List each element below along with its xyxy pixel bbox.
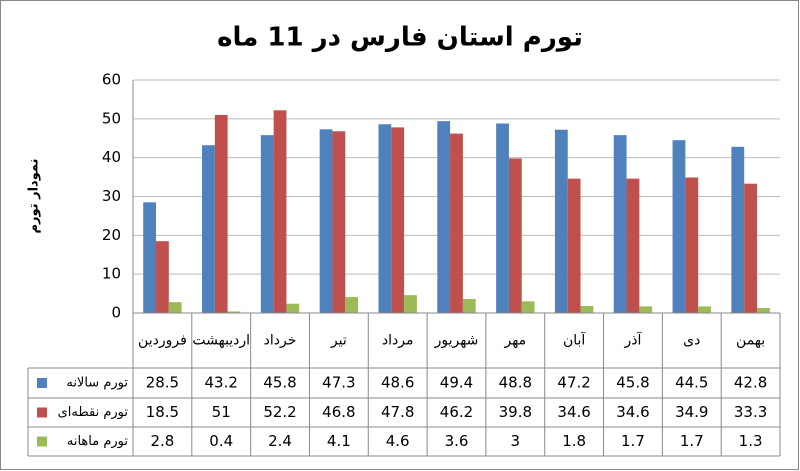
x-tick-label: بهمن [736,333,765,349]
legend-label: تورم ماهانه [67,434,129,449]
legend-label: تورم نقطه‌ای [58,405,129,420]
table-value: 2.4 [268,432,292,450]
bar [202,145,215,313]
table-value: 46.8 [322,403,355,421]
x-tick-label: مرداد [382,333,414,349]
table-value: 42.8 [734,374,767,392]
bar [378,124,392,314]
table-value: 45.8 [616,374,649,392]
bar [227,311,241,313]
legend-key [37,436,47,447]
bar [554,129,568,313]
x-tick-label: آذر [624,332,643,349]
x-tick-label: آبان [563,332,586,349]
y-tick-label: 60 [102,71,121,89]
x-tick-label: اردیبهشت [192,333,250,349]
y-tick-label: 20 [102,226,121,244]
table-value: 2.8 [150,432,174,450]
bar [319,129,333,313]
table-value: 4.1 [327,432,351,450]
table-value: 1.8 [562,432,586,450]
bar [462,299,476,313]
table-value: 47.3 [322,374,355,392]
bar [168,302,182,313]
x-tick-label: مهر [503,333,526,349]
table-value: 1.3 [739,432,763,450]
table-value: 47.8 [381,403,414,421]
bar [345,297,359,313]
bar [626,178,640,313]
bar [391,127,405,313]
x-tick-label: شهریور [434,333,479,349]
chart-title: تورم استان فارس در 11 ماه [217,23,583,53]
table-value: 46.2 [440,403,473,421]
x-tick-label: دی [683,333,700,349]
x-tick-label: خرداد [264,333,297,349]
bar [404,295,417,313]
y-axis-title: نمودار تورم [27,159,42,234]
bar [143,202,157,313]
table-value: 1.7 [621,432,645,450]
bar [521,301,535,313]
bar [450,133,463,313]
y-tick-label: 40 [102,148,121,166]
table-value: 43.2 [205,374,238,392]
y-tick-label: 0 [111,304,121,322]
table-value: 4.6 [386,432,410,450]
bar [672,140,686,313]
x-tick-label: تیر [330,333,347,349]
bar [156,241,169,313]
bar [437,121,451,313]
bar [496,123,509,313]
y-tick-label: 30 [102,187,121,205]
bar [332,131,346,313]
table-value: 48.8 [499,374,532,392]
table-value: 28.5 [146,374,179,392]
legend-key [37,378,47,388]
bar [286,303,300,313]
bar [613,135,627,313]
table-value: 34.6 [616,403,649,421]
table-value: 47.2 [557,374,590,392]
bar [685,177,699,313]
bar [508,158,522,313]
table-value: 44.5 [675,374,708,392]
table-value: 45.8 [263,374,296,392]
table-value: 49.4 [440,374,473,392]
table-value: 18.5 [146,403,179,421]
table-value: 34.6 [557,403,590,421]
table-value: 52.2 [263,403,296,421]
table-value: 3 [511,432,521,450]
bar [698,306,711,313]
legend-label: تورم سالانه [66,376,128,391]
y-tick-label: 10 [102,265,121,283]
bar [756,307,770,313]
bar [567,178,581,313]
bar [731,146,745,313]
table-value: 51 [212,403,231,421]
table-value: 0.4 [209,432,233,450]
bar [260,135,274,313]
y-tick-label: 50 [102,109,121,127]
table-value: 39.8 [499,403,532,421]
bar [580,306,594,313]
bar [639,306,653,313]
legend-key [37,407,47,418]
table-value: 1.7 [680,432,704,450]
bar [273,110,287,313]
bar [214,114,228,313]
table-value: 34.9 [675,403,708,421]
x-tick-label: فروردین [138,333,187,349]
table-value: 48.6 [381,374,414,392]
bar [744,183,757,313]
table-value: 33.3 [734,403,767,421]
table-value: 3.6 [445,432,469,450]
